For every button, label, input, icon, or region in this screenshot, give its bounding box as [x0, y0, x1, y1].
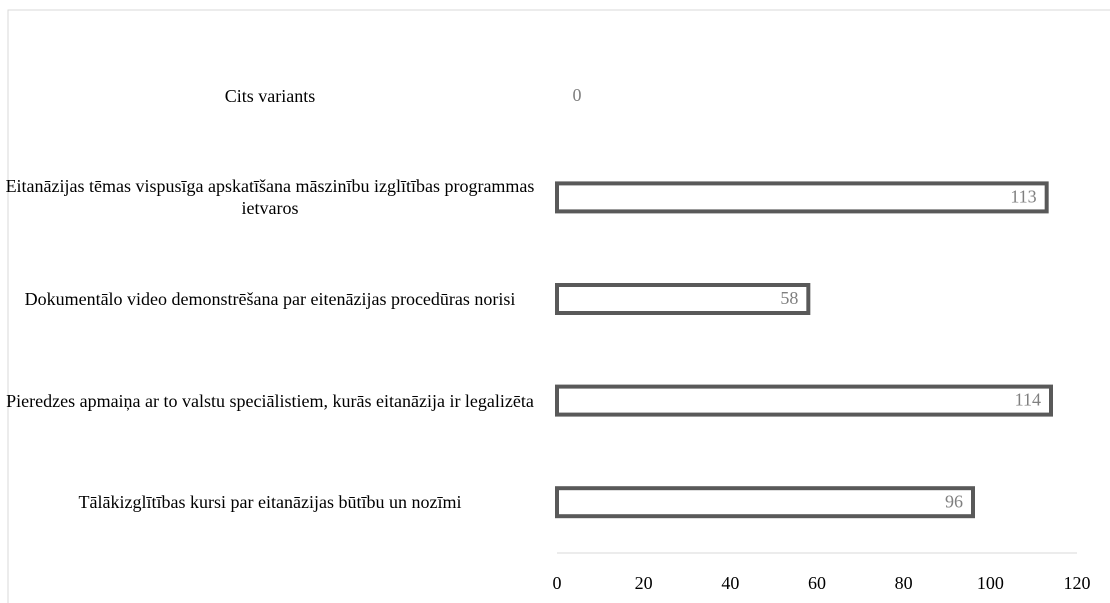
- x-tick-label: 120: [1064, 573, 1091, 593]
- bar: [555, 181, 1049, 214]
- bar: [555, 384, 1053, 417]
- y-tick-label: Pieredzes apmaiņa ar to valstu speciālis…: [6, 390, 534, 411]
- bar: [555, 486, 975, 519]
- x-tick-label: 80: [895, 573, 913, 593]
- y-tick-label: Cits variants: [224, 85, 316, 106]
- x-tick-label: 0: [553, 573, 562, 593]
- x-tick-label: 60: [808, 573, 826, 593]
- x-tick-label: 100: [977, 573, 1004, 593]
- data-label: 113: [1010, 187, 1036, 207]
- data-label: 114: [1015, 390, 1041, 410]
- x-tick-label: 40: [721, 573, 739, 593]
- y-tick-label: Dokumentālo video demonstrēšana par eite…: [24, 289, 516, 309]
- y-tick-label: Tālākizglītības kursi par eitanāzijas bū…: [78, 492, 462, 513]
- x-tick-label: 20: [635, 573, 653, 593]
- data-label: 0: [573, 85, 582, 105]
- bar: [555, 283, 811, 315]
- data-label: 58: [780, 288, 798, 308]
- data-label: 96: [945, 491, 963, 511]
- chart-border: [7, 9, 1110, 603]
- y-tick-label: Eitanāzijas tēmas vispusīga apskatīšana …: [5, 176, 535, 219]
